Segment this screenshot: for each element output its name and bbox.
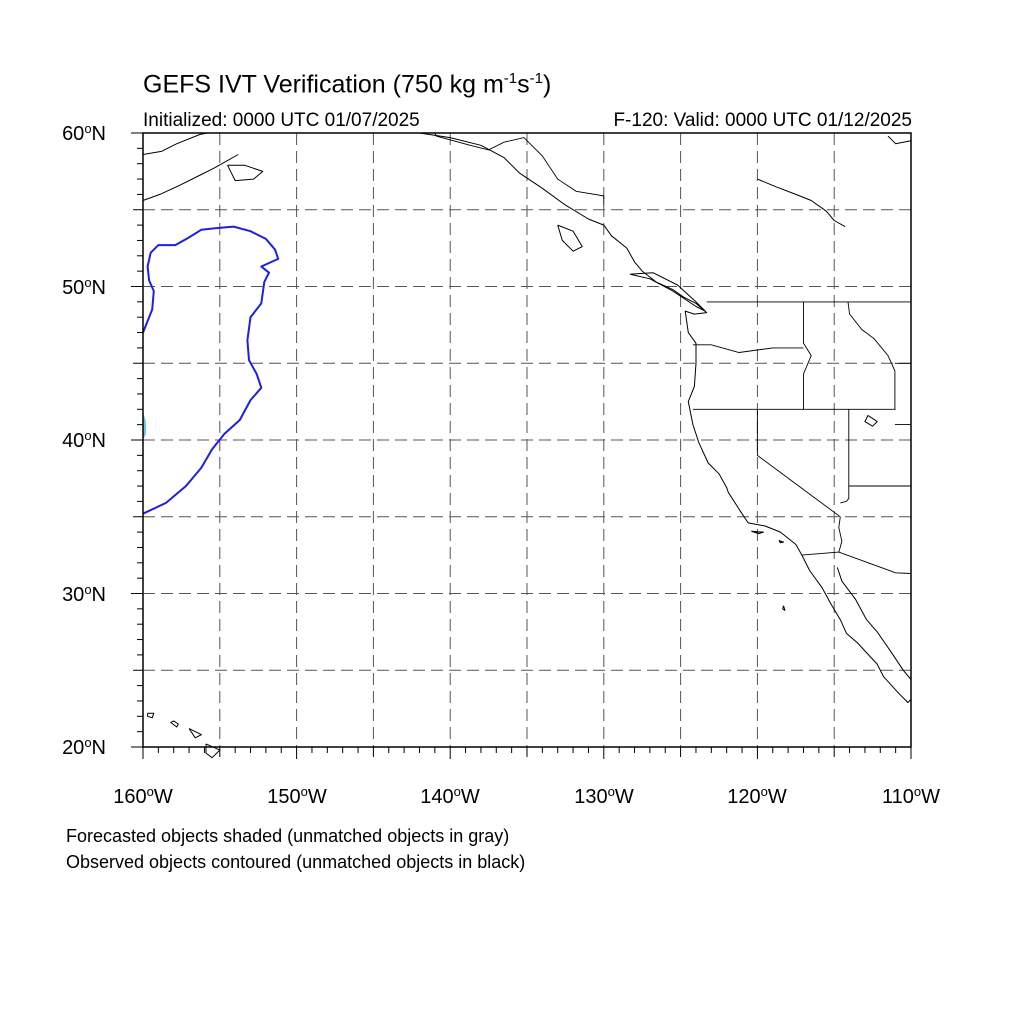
state-border <box>838 516 843 553</box>
axis-ticks <box>131 132 912 759</box>
state-border <box>756 409 841 518</box>
state-border <box>434 132 605 206</box>
observed-object-contour <box>142 225 280 515</box>
hawaii-island <box>188 728 202 739</box>
lon-label-140w: 140oW <box>420 784 480 808</box>
lat-label-40: 40oN <box>62 428 106 452</box>
lon-label-120w: 120oW <box>727 784 787 808</box>
canada-interior-coast <box>757 178 846 228</box>
lat-label-30: 30oN <box>62 582 106 606</box>
state-border <box>840 409 850 504</box>
channel-island <box>778 540 784 544</box>
init-time-label: Initialized: 0000 UTC 01/07/2025 <box>143 110 420 131</box>
lat-label-50: 50oN <box>62 275 106 299</box>
forecast-object-shade <box>143 412 147 440</box>
political-borders <box>434 132 912 574</box>
legend-note-observed: Observed objects contoured (unmatched ob… <box>66 852 526 872</box>
hudson-bay-coast <box>887 135 912 145</box>
guadalupe-island <box>782 605 786 611</box>
hawaii-island <box>205 743 221 759</box>
lon-label-110w: 110oW <box>881 784 941 808</box>
ivt-objects <box>142 225 280 515</box>
hawaii-island <box>147 712 155 719</box>
lat-label-60: 60oN <box>62 121 106 145</box>
lon-label-130w: 130oW <box>574 784 634 808</box>
channel-island <box>751 530 764 535</box>
chart-title: GEFS IVT Verification (750 kg m-1s-1) <box>143 70 552 99</box>
alaska-peninsula-coast <box>142 154 239 201</box>
great-salt-lake <box>864 414 878 427</box>
lon-label-150w: 150oW <box>267 784 327 808</box>
alaska-coastline <box>142 132 208 155</box>
kodiak-island <box>227 164 264 182</box>
north-america-coastline <box>419 132 912 703</box>
hawaii-island <box>170 720 179 728</box>
state-border <box>847 301 896 410</box>
valid-time-label: F-120: Valid: 0000 UTC 01/12/2025 <box>613 110 912 131</box>
state-border <box>801 551 912 574</box>
lat-label-20: 20oN <box>62 735 106 759</box>
haida-gwaii-island <box>557 224 583 252</box>
lon-label-160w: 160oW <box>113 784 173 808</box>
state-border <box>692 344 804 353</box>
coastlines <box>142 132 912 759</box>
graticule-grid <box>143 133 911 747</box>
legend-note-forecast: Forecasted objects shaded (unmatched obj… <box>66 826 510 846</box>
vancouver-island <box>629 272 706 312</box>
state-border <box>803 301 812 410</box>
gulf-of-california-coast <box>836 567 912 680</box>
